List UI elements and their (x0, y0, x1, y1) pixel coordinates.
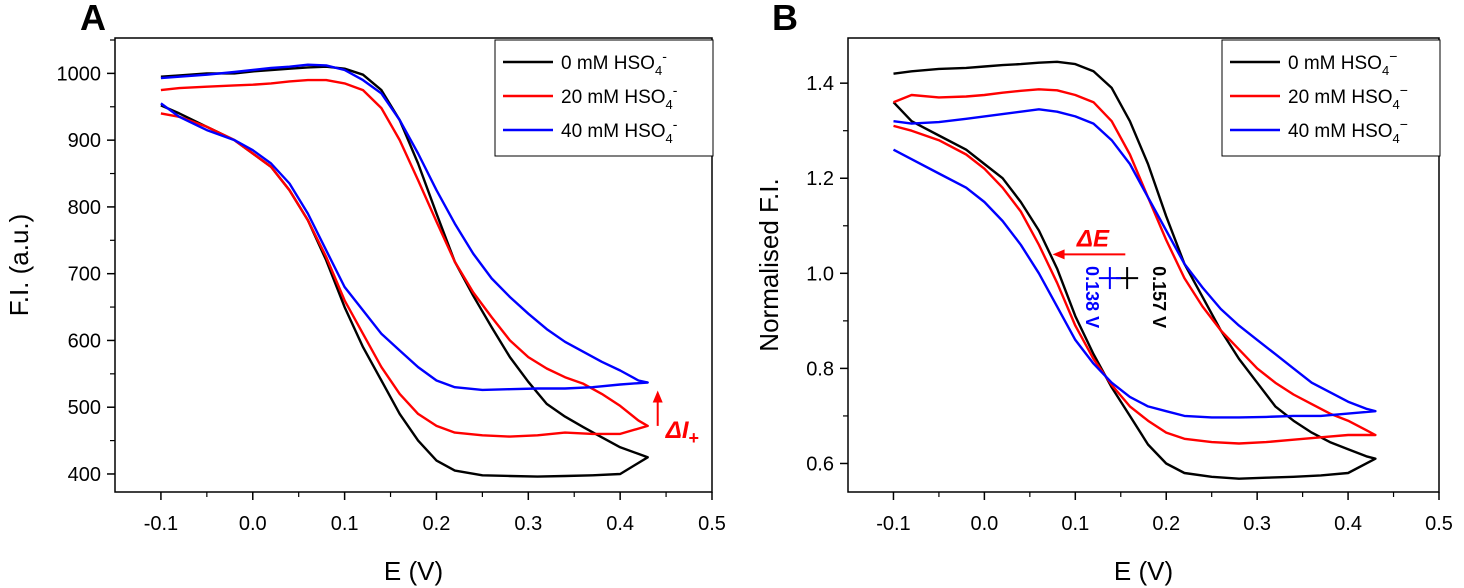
x-tick-label: 0.0 (970, 513, 998, 535)
legend-entry-subscript: 4 (1382, 63, 1389, 78)
panel-letter: B (772, 0, 798, 38)
y-tick-label: 0.8 (806, 358, 834, 380)
legend-entry: 40 mM HSO4− (1288, 116, 1408, 146)
panel-letter: A (80, 0, 106, 38)
delta-i-main: ΔI (665, 417, 690, 444)
plot-frame (114, 37, 713, 493)
y-tick-label: 700 (68, 264, 101, 286)
y-axis-title: Normalised F.I. (754, 178, 784, 351)
legend: 0 mM HSO4−20 mM HSO4−40 mM HSO4− (1221, 39, 1441, 157)
x-tick-label: -0.1 (876, 513, 910, 535)
legend-entry-main: 20 mM HSO (1288, 87, 1393, 108)
series-line-1 (160, 78, 649, 438)
y-tick-label: 400 (68, 464, 101, 486)
x-axis-title: E (V) (384, 556, 443, 586)
x-tick-label: 0.1 (331, 513, 359, 535)
y-tick-label: 1.4 (806, 73, 834, 95)
legend-entry-subscript: 4 (666, 131, 673, 146)
legend-entry: 40 mM HSO4- (561, 116, 678, 146)
legend-entry-main: 0 mM HSO (1288, 53, 1382, 74)
legend-entry-superscript: − (1400, 116, 1408, 132)
delta-i-subscript: + (688, 428, 699, 448)
legend-entry-main: 40 mM HSO (1288, 121, 1393, 142)
legend-entry-superscript: − (1400, 82, 1408, 98)
y-tick-label: 1000 (57, 63, 102, 85)
legend-entry-subscript: 4 (655, 63, 662, 78)
legend-entry-subscript: 4 (666, 97, 673, 112)
legend-entry-main: 0 mM HSO (561, 53, 655, 74)
legend-entry-superscript: - (673, 116, 678, 132)
legend-entry-superscript: - (673, 82, 678, 98)
legend-entry-superscript: - (662, 48, 667, 64)
series-line-2 (160, 63, 649, 392)
y-axis-title: F.I. (a.u.) (4, 214, 34, 317)
value-label-black: 0.157 V (1149, 266, 1169, 328)
y-tick-label: 500 (68, 397, 101, 419)
x-tick-label: 0.1 (1061, 513, 1089, 535)
y-tick-label: 900 (68, 130, 101, 152)
legend-entry-main: 20 mM HSO (561, 87, 666, 108)
x-tick-label: 0.5 (698, 513, 726, 535)
x-tick-label: 0.5 (1425, 513, 1453, 535)
x-axis-title: E (V) (1114, 556, 1173, 586)
legend-entry-main: 40 mM HSO (561, 121, 666, 142)
x-tick-label: 0.3 (514, 513, 542, 535)
y-tick-label: 0.6 (806, 453, 834, 475)
legend-entry: 20 mM HSO4− (1288, 82, 1408, 112)
delta-i-arrow-head (652, 390, 663, 403)
series-line-0 (160, 65, 649, 478)
legend-entry-subscript: 4 (1393, 97, 1400, 112)
series-line-2 (892, 108, 1377, 419)
panel-a: A -0.1 0.0 0.1 0.2 0.3 0.4 0.5 400 500 600 700 800 90… (4, 0, 726, 586)
x-tick-label: 0.0 (239, 513, 267, 535)
x-tick-label: 0.4 (606, 513, 634, 535)
x-tick-label: 0.3 (1243, 513, 1271, 535)
legend-entry: 0 mM HSO4− (1288, 48, 1397, 78)
delta-e-label: ΔE (1076, 225, 1110, 252)
panel-b: B -0.1 0.0 0.1 0.2 0.3 0.4 0.5 0.6 0.8 1.0 1.2 1.4 E … (754, 0, 1453, 586)
legend-entry-subscript: 4 (1393, 131, 1400, 146)
legend: 0 mM HSO4-20 mM HSO4-40 mM HSO4- (494, 39, 714, 157)
legend-box (1221, 39, 1441, 157)
series-line-0 (892, 60, 1377, 480)
legend-entry: 20 mM HSO4- (561, 82, 678, 112)
x-tick-label: 0.4 (1334, 513, 1362, 535)
y-tick-label: 1.0 (806, 263, 834, 285)
y-tick-label: 800 (68, 197, 101, 219)
legend-entry-superscript: − (1389, 48, 1397, 64)
x-tick-label: 0.2 (423, 513, 451, 535)
value-label-blue: 0.138 V (1082, 266, 1102, 328)
plot-frame (847, 37, 1440, 493)
x-tick-label: -0.1 (144, 513, 178, 535)
x-tick-label: 0.2 (1152, 513, 1180, 535)
y-tick-label: 1.2 (806, 168, 834, 190)
legend-entry: 0 mM HSO4- (561, 48, 667, 78)
delta-i-label: ΔI+ (665, 417, 699, 448)
delta-e-arrow-head (1052, 249, 1065, 260)
y-tick-label: 600 (68, 330, 101, 352)
legend-box (494, 39, 714, 157)
series-line-1 (893, 88, 1377, 445)
